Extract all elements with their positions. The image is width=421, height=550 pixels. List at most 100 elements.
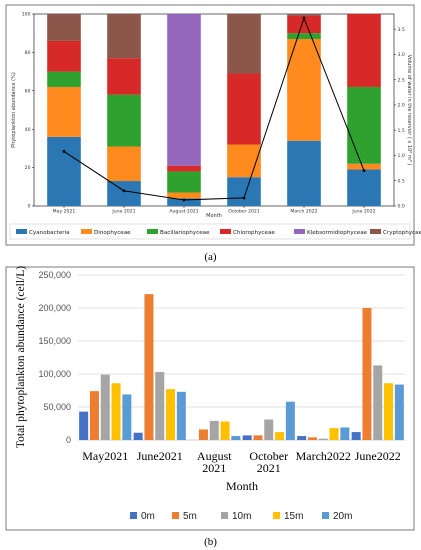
bar-15m-may2021 [111, 383, 121, 440]
panel-b: 0 50,000 100,000 150,000 200,000 250,000 May2… [5, 266, 415, 531]
bar-bacillariophyceae-august-2021 [167, 171, 201, 193]
chart-b-x-axis-label: Month [226, 479, 258, 493]
legend-swatch-10m [221, 512, 228, 519]
chart-b-legend: 0m 5m 10m 15m 20m [130, 511, 352, 522]
y2-tick-label: 0.5 [398, 178, 405, 184]
bar-0m-october-2021 [242, 435, 252, 440]
bar-5m-august-2021 [198, 429, 208, 440]
y-tick-label: 200,000 [38, 303, 71, 313]
bar-15m-august-2021 [220, 421, 230, 440]
chart-a-y-ticks: 0 20 40 60 80 100 [22, 12, 34, 210]
bar-5m-june2022 [362, 308, 372, 440]
bar-bacillariophyceae-may-2021 [47, 71, 81, 87]
legend-swatch-5m [172, 512, 179, 519]
chart-a-x-axis-label: Month [206, 213, 222, 219]
chart-b-gridlines [78, 274, 405, 408]
volume-point-june-2022 [362, 169, 366, 173]
bar-10m-august-2021 [209, 420, 219, 440]
legend-swatch-klebsormidiophyceae [294, 229, 305, 234]
volume-point-may-2021 [62, 150, 66, 153]
bar-20m-october-2021 [285, 401, 295, 440]
legend-swatch-0m [130, 512, 137, 519]
x-tick-label: June 2021 [111, 209, 135, 215]
bar-cyanobacteria-march-2022 [287, 140, 321, 206]
bar-dinophyceae-may-2021 [47, 86, 81, 137]
bar-0m-june2022 [351, 432, 361, 440]
chart-b-x-ticks: May2021 June2021 August2021October2021Marc… [82, 449, 401, 475]
x-tick-label: May2021 [82, 449, 128, 463]
bar-dinophyceae-june-2021 [107, 146, 141, 182]
volume-point-june-2021 [122, 189, 126, 193]
bar-20m-may2021 [122, 394, 132, 440]
volume-point-march-2022 [302, 16, 306, 20]
bar-klebsormidiophyceae-august-2021 [167, 14, 201, 166]
bar-cryptophycae-october-2021 [227, 14, 261, 74]
chart-a-x-ticks: May 2021 June 2021 August 2021 October 2021… [53, 206, 376, 215]
bar-15m-october-2021 [275, 432, 285, 440]
bar-cyanobacteria-may-2021 [47, 136, 81, 206]
chart-a-y2-axis-label: Volume of water in the reservoir ( x 10⁶… [406, 55, 412, 166]
bar-chlorophyceae-may-2021 [47, 40, 81, 72]
y2-tick-label: 3.0 [398, 52, 405, 58]
bar-10m-june2021 [155, 372, 165, 440]
legend-swatch-15m [273, 512, 280, 519]
y-tick-label: 80 [25, 50, 31, 56]
y2-tick-label: 2.0 [398, 103, 405, 109]
chart-a-legend: Cyanobacteria Dinophyceae Bacillariophycea… [16, 229, 421, 236]
chart-a-plot-area [33, 13, 395, 207]
bar-5m-march2022 [307, 437, 317, 440]
bar-bacillariophyceae-march-2022 [287, 33, 321, 39]
bar-bacillariophyceae-june-2022 [347, 86, 381, 164]
bar-chlorophyceae-august-2021 [167, 165, 201, 172]
x-tick-label: March2022 [296, 449, 351, 463]
bar-5m-october-2021 [253, 435, 263, 440]
bar-5m-may2021 [89, 391, 99, 440]
chart-a-volume-line [62, 16, 366, 202]
x-tick-label: June2021 [137, 449, 183, 463]
bar-15m-march2022 [329, 428, 339, 440]
bar-dinophyceae-october-2021 [227, 144, 261, 178]
chart-b-y-axis-label: Total phytoplankton abundance (cell/L) [15, 266, 27, 448]
legend-swatch-cyanobacteria [16, 229, 27, 234]
y-tick-label: 0 [66, 435, 71, 445]
volume-point-october-2021 [242, 196, 246, 200]
bar-10m-october-2021 [264, 419, 274, 440]
bar-cryptophycae-june-2021 [107, 14, 141, 59]
legend-label-10m: 10m [232, 511, 251, 522]
bar-cryptophycae-may-2021 [47, 14, 81, 41]
y-tick-label: 40 [25, 127, 31, 133]
panel-a: 0 20 40 60 80 100 0.0 0.5 1.0 1.5 2.0 2.5 3.0 3.5 Ma… [5, 4, 421, 246]
bar-10m-may2021 [100, 374, 110, 440]
bar-dinophyceae-august-2021 [167, 192, 201, 199]
y2-tick-label: 1.5 [398, 128, 405, 134]
bar-0m-march2022 [297, 436, 307, 440]
bar-dinophyceae-june-2022 [347, 163, 381, 170]
chart-a-bars [47, 14, 381, 206]
bar-20m-june2022 [394, 384, 404, 440]
bar-chlorophyceae-june-2021 [107, 58, 141, 95]
y2-tick-label: 2.5 [398, 77, 405, 83]
bar-15m-june2021 [166, 389, 176, 440]
y-tick-label: 50,000 [43, 402, 71, 412]
y2-tick-label: 0.0 [398, 204, 405, 210]
bar-cyanobacteria-october-2021 [227, 177, 261, 206]
chart-a-y-axis-label: Phytoplankton abundance (%) [11, 72, 17, 148]
legend-label-cyanobacteria: Cyanobacteria [29, 230, 70, 236]
bar-0m-june2021 [133, 432, 143, 440]
bar-15m-june2022 [384, 383, 394, 440]
caption-a: (a) [204, 251, 217, 263]
bar-chlorophyceae-june-2022 [347, 14, 381, 87]
legend-label-bacillariophyceae: Bacillariophyceae [160, 230, 210, 236]
bar-dinophyceae-march-2022 [287, 38, 321, 141]
x-tick-label: 2021 [257, 461, 281, 475]
x-tick-label: March 2022 [290, 209, 317, 215]
x-tick-label: May 2021 [53, 209, 76, 215]
bar-20m-march2022 [340, 427, 350, 440]
legend-swatch-20m [322, 512, 329, 519]
volume-line [63, 16, 365, 201]
bar-cryptophycae-march-2022 [287, 14, 321, 16]
bar-10m-june2022 [373, 365, 383, 440]
x-tick-label: June2022 [355, 449, 401, 463]
legend-label-0m: 0m [141, 511, 155, 522]
